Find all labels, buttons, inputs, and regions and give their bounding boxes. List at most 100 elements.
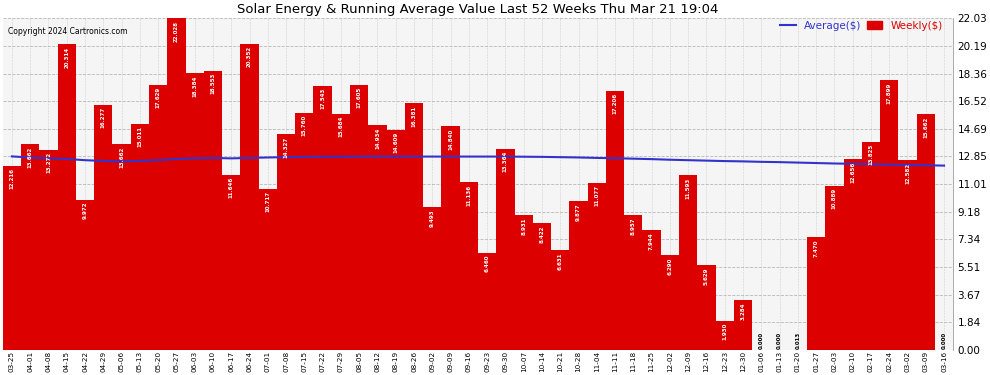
- Text: 17.206: 17.206: [613, 93, 618, 114]
- Bar: [880, 81, 898, 350]
- Bar: [350, 85, 368, 350]
- Text: 6.631: 6.631: [557, 252, 562, 270]
- Bar: [21, 144, 40, 350]
- Text: 20.352: 20.352: [248, 46, 252, 67]
- Text: 0.013: 0.013: [795, 332, 800, 349]
- Bar: [478, 252, 496, 350]
- Text: 0.000: 0.000: [941, 332, 946, 349]
- Bar: [843, 159, 862, 350]
- Bar: [569, 201, 588, 350]
- Bar: [314, 86, 332, 350]
- Bar: [551, 250, 569, 350]
- Text: 10.717: 10.717: [265, 191, 270, 212]
- Bar: [624, 215, 643, 350]
- Text: 15.011: 15.011: [138, 126, 143, 147]
- Bar: [660, 255, 679, 350]
- Bar: [898, 160, 917, 350]
- Text: 12.656: 12.656: [850, 162, 855, 183]
- Bar: [643, 230, 660, 350]
- Text: 0.000: 0.000: [777, 332, 782, 349]
- Bar: [405, 103, 423, 350]
- Bar: [222, 174, 241, 350]
- Text: Copyright 2024 Cartronics.com: Copyright 2024 Cartronics.com: [8, 27, 127, 36]
- Text: 11.077: 11.077: [594, 185, 599, 207]
- Text: 1.930: 1.930: [723, 323, 728, 340]
- Text: 13.825: 13.825: [868, 144, 873, 165]
- Text: 17.543: 17.543: [320, 88, 325, 110]
- Bar: [515, 215, 533, 350]
- Bar: [826, 186, 843, 350]
- Text: 18.384: 18.384: [192, 75, 197, 97]
- Text: 22.028: 22.028: [174, 21, 179, 42]
- Bar: [258, 189, 277, 350]
- Text: 20.314: 20.314: [64, 46, 69, 68]
- Bar: [442, 126, 459, 350]
- Text: 13.364: 13.364: [503, 151, 508, 172]
- Bar: [917, 114, 935, 350]
- Text: 7.944: 7.944: [649, 232, 654, 250]
- Bar: [148, 84, 167, 350]
- Bar: [606, 91, 624, 350]
- Bar: [533, 223, 551, 350]
- Bar: [386, 130, 405, 350]
- Bar: [423, 207, 442, 350]
- Bar: [57, 44, 76, 350]
- Bar: [40, 150, 57, 350]
- Text: 13.662: 13.662: [119, 147, 124, 168]
- Bar: [697, 265, 716, 350]
- Text: 14.609: 14.609: [393, 132, 398, 153]
- Bar: [131, 124, 148, 350]
- Text: 10.889: 10.889: [832, 188, 837, 209]
- Bar: [76, 200, 94, 350]
- Text: 9.877: 9.877: [576, 203, 581, 221]
- Text: 6.460: 6.460: [485, 255, 490, 272]
- Bar: [167, 18, 185, 350]
- Title: Solar Energy & Running Average Value Last 52 Weeks Thu Mar 21 19:04: Solar Energy & Running Average Value Las…: [238, 3, 719, 16]
- Text: 13.662: 13.662: [28, 147, 33, 168]
- Bar: [716, 321, 734, 350]
- Text: 17.629: 17.629: [155, 87, 160, 108]
- Text: 9.972: 9.972: [82, 202, 87, 219]
- Text: 3.284: 3.284: [741, 303, 745, 320]
- Text: 8.931: 8.931: [521, 217, 526, 235]
- Bar: [734, 300, 752, 350]
- Text: 0.000: 0.000: [758, 332, 763, 349]
- Bar: [113, 144, 131, 350]
- Text: 8.422: 8.422: [540, 225, 545, 243]
- Text: 16.277: 16.277: [101, 107, 106, 128]
- Bar: [807, 237, 826, 350]
- Text: 14.934: 14.934: [375, 128, 380, 149]
- Text: 9.493: 9.493: [430, 209, 435, 227]
- Text: 12.216: 12.216: [10, 168, 15, 189]
- Bar: [185, 73, 204, 350]
- Bar: [459, 182, 478, 350]
- Bar: [588, 183, 606, 350]
- Text: 14.327: 14.327: [283, 136, 288, 158]
- Text: 16.381: 16.381: [412, 105, 417, 127]
- Bar: [204, 70, 222, 350]
- Text: 15.662: 15.662: [924, 116, 929, 138]
- Text: 17.605: 17.605: [356, 87, 361, 108]
- Text: 14.840: 14.840: [448, 129, 453, 150]
- Text: 12.582: 12.582: [905, 163, 910, 184]
- Bar: [295, 112, 314, 350]
- Legend: Average($), Weekly($): Average($), Weekly($): [776, 17, 947, 35]
- Bar: [862, 142, 880, 350]
- Bar: [3, 166, 21, 350]
- Text: 6.290: 6.290: [667, 257, 672, 275]
- Text: 7.470: 7.470: [814, 240, 819, 257]
- Bar: [277, 134, 295, 350]
- Text: 17.899: 17.899: [887, 83, 892, 104]
- Text: 11.646: 11.646: [229, 177, 234, 198]
- Text: 5.629: 5.629: [704, 267, 709, 285]
- Bar: [332, 114, 350, 350]
- Text: 11.593: 11.593: [686, 178, 691, 199]
- Bar: [679, 176, 697, 350]
- Text: 11.136: 11.136: [466, 184, 471, 206]
- Bar: [241, 44, 258, 350]
- Bar: [368, 125, 386, 350]
- Text: 8.957: 8.957: [631, 217, 636, 235]
- Text: 15.684: 15.684: [339, 116, 344, 137]
- Bar: [496, 148, 515, 350]
- Bar: [94, 105, 113, 350]
